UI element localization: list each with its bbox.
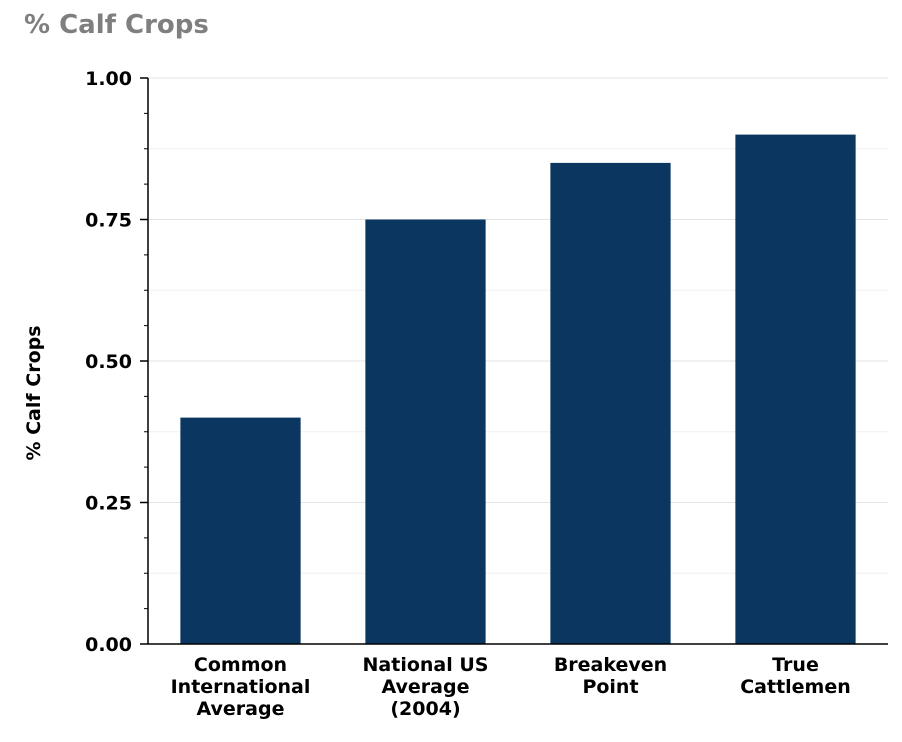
bar	[180, 417, 301, 644]
x-tick-label: National US Average (2004)	[363, 654, 489, 720]
x-tick-label: Common International Average	[171, 654, 311, 720]
bars	[180, 134, 856, 644]
y-tick-label: 0.00	[85, 634, 132, 656]
x-tick-label: Breakeven Point	[554, 654, 667, 698]
bar	[365, 219, 486, 644]
chart-title: % Calf Crops	[24, 10, 209, 40]
bar	[735, 134, 856, 644]
y-axis-title: % Calf Crops	[23, 325, 45, 460]
labels: Common International Average National US Ave…	[23, 68, 851, 720]
x-tick-label: True Cattlemen	[740, 654, 851, 698]
bar	[550, 162, 671, 644]
y-tick-label: 0.75	[85, 210, 132, 232]
y-tick-label: 0.50	[85, 351, 132, 373]
y-tick-label: 1.00	[85, 68, 132, 90]
y-tick-label: 0.25	[85, 493, 132, 515]
axes	[140, 77, 888, 645]
